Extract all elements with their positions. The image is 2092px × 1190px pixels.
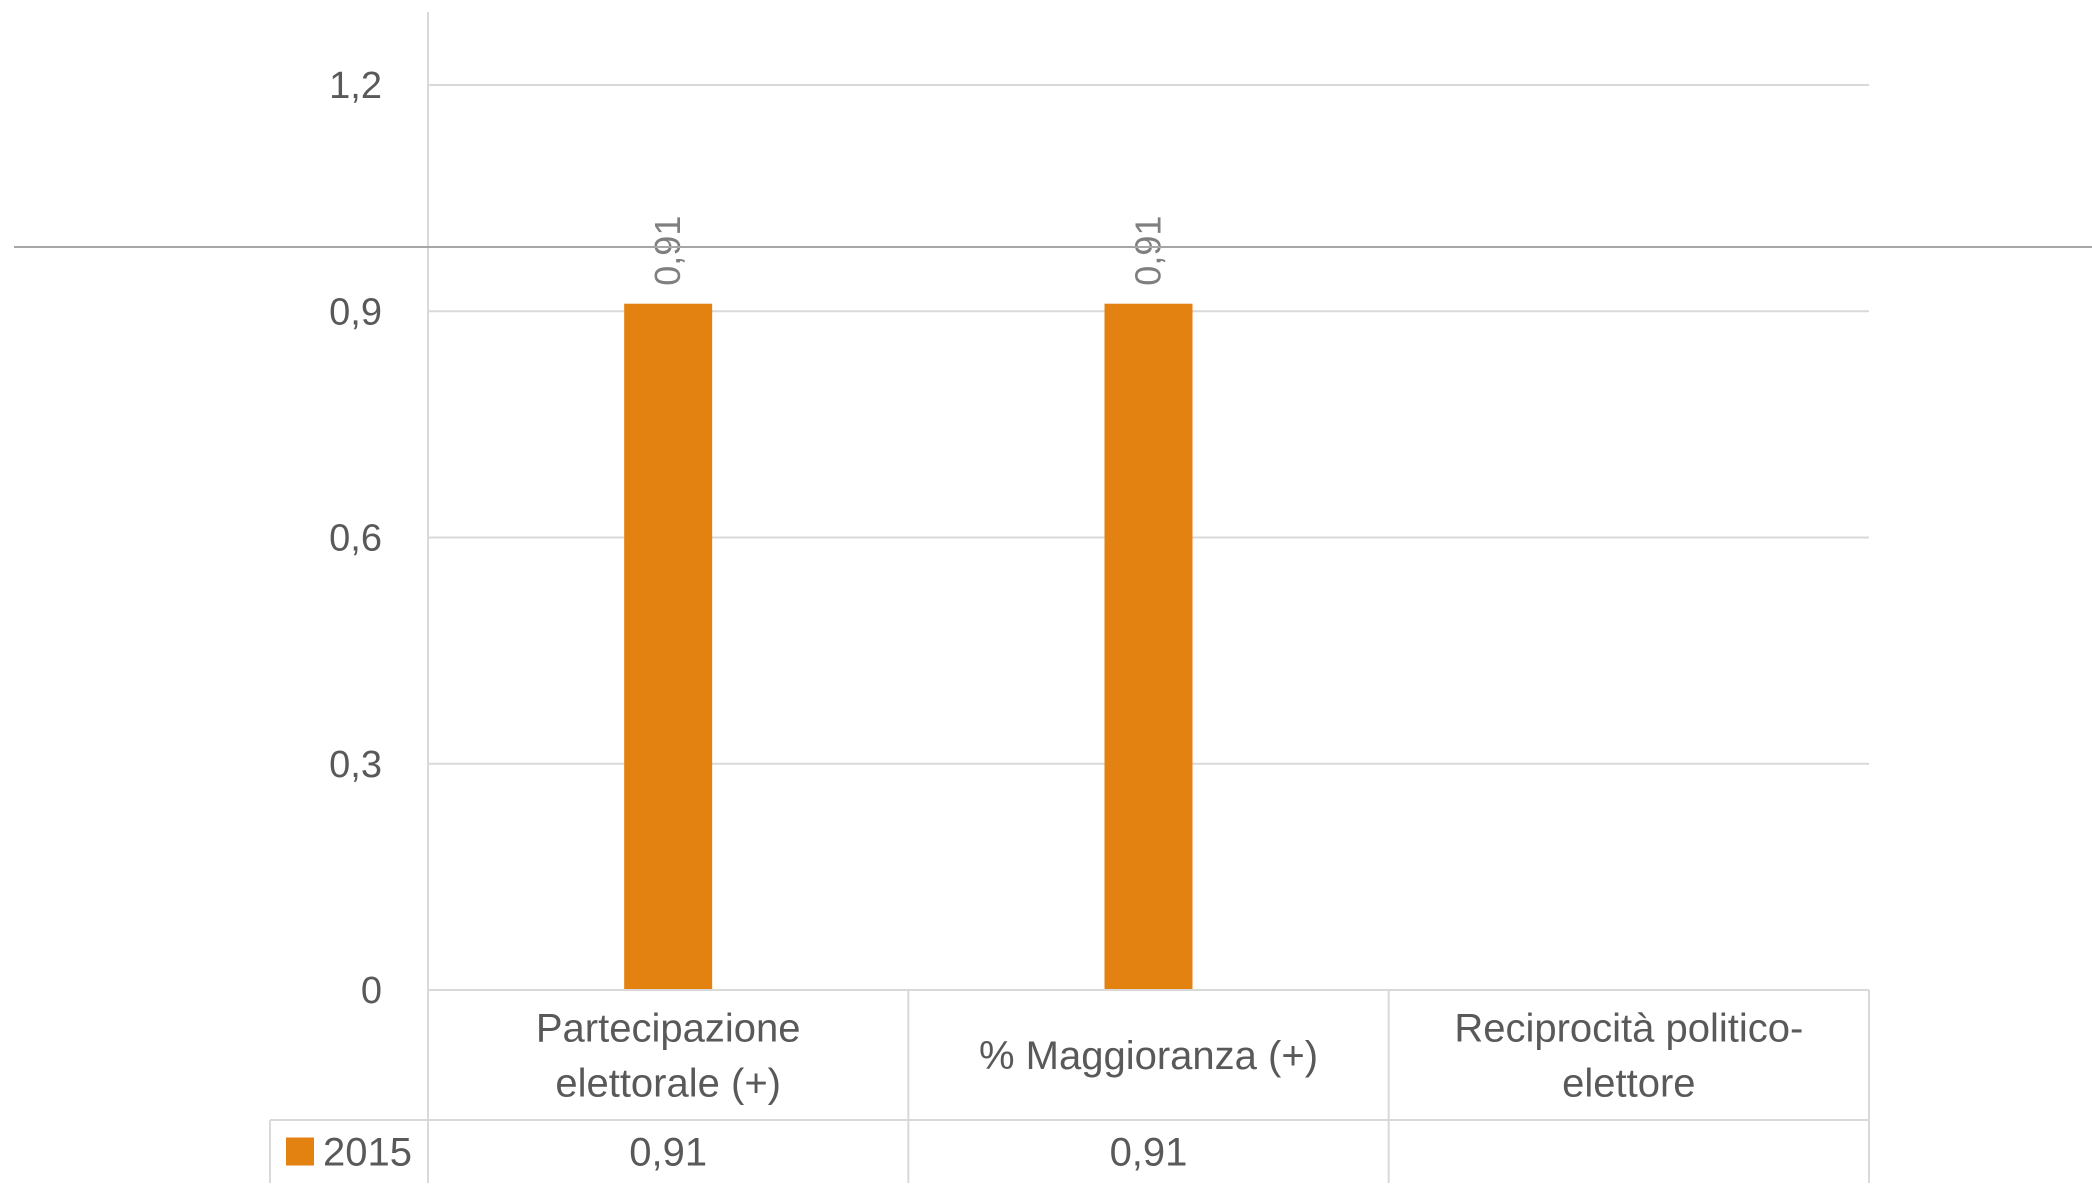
y-tick-label: 0,3	[329, 744, 382, 786]
data-labels: 0,91 0,91	[647, 216, 1168, 286]
data-label: 0,91	[647, 216, 688, 286]
table-value: 0,91	[629, 1131, 707, 1175]
y-tick-label: 0,6	[329, 518, 382, 560]
x-category-label: % Maggioranza (+)	[979, 1034, 1318, 1078]
x-category-label-line: % Maggioranza (+)	[979, 1034, 1318, 1078]
legend-swatch	[286, 1137, 314, 1166]
axes: 0 0,3 0,6 0,9 1,2	[329, 12, 429, 1183]
bar	[1104, 303, 1193, 990]
table-value: 0,91	[1110, 1131, 1188, 1175]
y-tick-label: 0	[361, 970, 382, 1012]
x-category-label-line: elettorale (+)	[555, 1062, 781, 1106]
data-label: 0,91	[1128, 216, 1169, 286]
y-tick-label: 0,9	[329, 291, 382, 333]
x-category-label-line: Partecipazione	[536, 1007, 801, 1051]
x-category-label: Partecipazione elettorale (+)	[536, 1007, 801, 1106]
data-table: Partecipazione elettorale (+) % Maggioranz…	[269, 989, 1870, 1183]
bar	[624, 303, 713, 990]
x-category-label-line: elettore	[1562, 1062, 1695, 1106]
x-category-label: Reciprocità politico-elettore	[1454, 1007, 1803, 1106]
bars	[624, 303, 1193, 990]
x-category-label-line: Reciprocità politico-	[1454, 1007, 1803, 1051]
y-tick-label: 1,2	[329, 65, 382, 107]
legend-label: 2015	[323, 1131, 412, 1175]
